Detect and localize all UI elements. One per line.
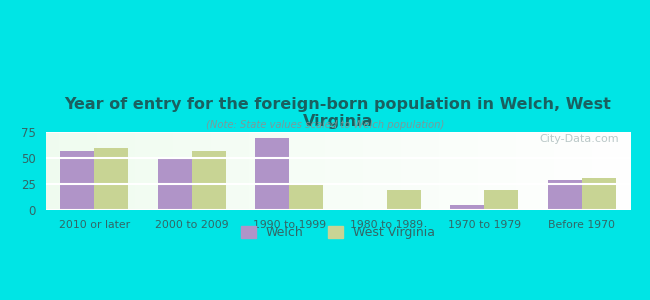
Bar <box>157 159 192 210</box>
Bar <box>547 180 582 210</box>
Bar <box>582 178 616 210</box>
Title: Year of entry for the foreign-born population in Welch, West
Virginia: Year of entry for the foreign-born popul… <box>64 97 612 129</box>
Bar <box>94 148 129 210</box>
Text: City-Data.com: City-Data.com <box>539 134 619 144</box>
Bar <box>387 190 421 210</box>
Text: (Note: State values scaled to Welch population): (Note: State values scaled to Welch popu… <box>206 120 444 130</box>
Bar <box>450 205 484 210</box>
Bar <box>60 151 94 210</box>
Bar <box>484 190 519 210</box>
Bar <box>289 183 324 210</box>
Legend: Welch, West Virginia: Welch, West Virginia <box>235 221 441 244</box>
Bar <box>255 138 289 210</box>
Bar <box>192 151 226 210</box>
